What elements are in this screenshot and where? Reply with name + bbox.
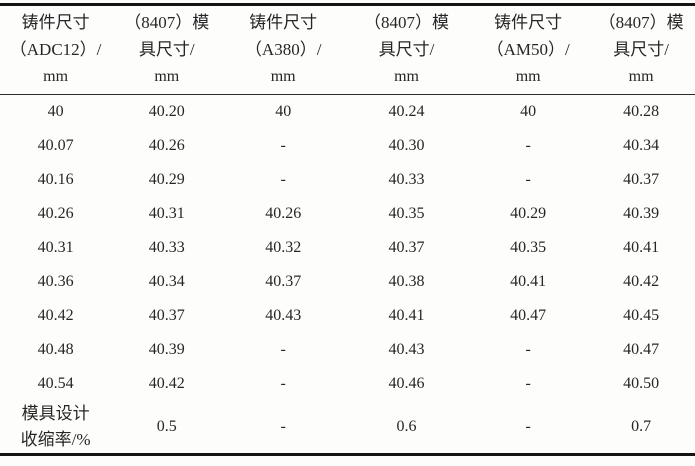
table-cell: 40.37 [388, 238, 425, 256]
table-cell: - [525, 136, 531, 154]
table-cell: 40.41 [510, 272, 547, 290]
header-line: （8407）模 [598, 13, 684, 32]
column-header-mold-8407-2: （8407）模 具尺寸/ mm [344, 4, 470, 95]
column-header-casting-adc12: 铸件尺寸 （ADC12）/ mm [0, 4, 112, 95]
table-cell: 40.42 [148, 374, 185, 392]
table-cell: 40.50 [623, 374, 660, 392]
table-row: 40.07 40.26 - 40.30 - 40.34 [0, 129, 695, 163]
table-cell: 40.47 [510, 306, 547, 324]
table-cell: 40 [275, 102, 292, 120]
table-cell: 40.43 [388, 340, 425, 358]
table-row: 40.48 40.39 - 40.43 - 40.47 [0, 333, 695, 367]
header-line: （A380）/ [244, 40, 322, 59]
table-cell: 40.41 [388, 306, 425, 324]
header-line: （8407）模 [364, 13, 450, 32]
table-cell: 40 [520, 102, 537, 120]
table-cell: - [280, 136, 286, 154]
header-line: 铸件尺寸 [494, 13, 563, 32]
table-row: 40.16 40.29 - 40.33 - 40.37 [0, 163, 695, 197]
table-row: 40.31 40.33 40.32 40.37 40.35 40.41 [0, 231, 695, 265]
table-cell: 40.07 [37, 136, 74, 154]
table-cell: 40.34 [148, 272, 185, 290]
table-footer-row: 模具设计 收缩率/% 0.5 - 0.6 - 0.7 [0, 401, 695, 455]
table-cell: 40.39 [148, 340, 185, 358]
table-cell: 40.34 [623, 136, 660, 154]
table-row: 40.42 40.37 40.43 40.41 40.47 40.45 [0, 299, 695, 333]
table-cell: 40.24 [388, 102, 425, 120]
header-unit: mm [270, 68, 296, 85]
header-unit: mm [43, 68, 69, 85]
column-header-casting-am50: 铸件尺寸 （AM50）/ mm [469, 4, 588, 95]
header-unit: mm [515, 68, 541, 85]
footer-value: 0.7 [631, 417, 652, 435]
table-cell: - [280, 340, 286, 358]
header-unit: mm [628, 68, 654, 85]
header-line: 铸件尺寸 [249, 13, 318, 32]
table-cell: 40.48 [37, 340, 74, 358]
column-header-mold-8407-3: （8407）模 具尺寸/ mm [587, 4, 695, 95]
table-row: 40 40.20 40 40.24 40 40.28 [0, 95, 695, 129]
table-cell: 40.35 [388, 204, 425, 222]
table-cell: - [280, 374, 286, 392]
header-line: 铸件尺寸 [21, 13, 90, 32]
header-line: （AM50）/ [486, 40, 570, 59]
table-row: 40.36 40.34 40.37 40.38 40.41 40.42 [0, 265, 695, 299]
table-cell: 40.45 [623, 306, 660, 324]
header-line: （8407）模 [124, 13, 210, 32]
table-cell: 40.31 [37, 238, 74, 256]
table-cell: 40.37 [623, 170, 660, 188]
table-cell: 40.43 [265, 306, 302, 324]
footer-label-line: 模具设计 [21, 403, 90, 423]
table-cell: 40.20 [148, 102, 185, 120]
header-line: 具尺寸/ [378, 40, 435, 59]
header-unit: mm [394, 68, 419, 85]
table-cell: 40.26 [37, 204, 74, 222]
table-cell: 40.47 [623, 340, 660, 358]
table-cell: 40.37 [148, 306, 185, 324]
table-cell: 40.42 [623, 272, 660, 290]
column-header-casting-a380: 铸件尺寸 （A380）/ mm [222, 4, 344, 95]
table-cell: 40.33 [388, 170, 425, 188]
table-cell: - [525, 340, 531, 358]
table-cell: 40.35 [510, 238, 547, 256]
table-cell: 40.37 [265, 272, 302, 290]
table-cell: 40.36 [37, 272, 74, 290]
table-cell: - [280, 170, 286, 188]
table-cell: 40.46 [388, 374, 425, 392]
table-cell: 40.54 [37, 374, 74, 392]
table-cell: - [525, 170, 531, 188]
table-cell: 40.39 [623, 204, 660, 222]
table-cell: 40.29 [510, 204, 547, 222]
table-cell: 40.26 [148, 136, 185, 154]
table-cell: 40 [47, 102, 64, 120]
table-row: 40.54 40.42 - 40.46 - 40.50 [0, 367, 695, 401]
table-cell: 40.30 [388, 136, 425, 154]
table-header-row: 铸件尺寸 （ADC12）/ mm （8407）模 具尺寸/ mm 铸件尺寸 （A… [0, 4, 695, 95]
table-cell: 40.33 [148, 238, 185, 256]
header-line: （ADC12）/ [9, 40, 102, 59]
table-cell: 40.42 [37, 306, 74, 324]
table-row: 40.26 40.31 40.26 40.35 40.29 40.39 [0, 197, 695, 231]
header-line: 具尺寸/ [613, 40, 669, 59]
table-cell: 40.16 [37, 170, 74, 188]
column-header-mold-8407-1: （8407）模 具尺寸/ mm [111, 4, 223, 95]
table-cell: 40.28 [623, 102, 660, 120]
footer-label: 模具设计 收缩率/% [0, 401, 111, 455]
table-cell: 40.38 [388, 272, 425, 290]
footer-value: - [280, 417, 286, 435]
header-unit: mm [154, 68, 180, 85]
table-cell: 40.31 [148, 204, 185, 222]
footer-value: - [525, 417, 531, 435]
table-cell: 40.32 [265, 238, 302, 256]
footer-label-line: 收缩率/% [20, 429, 91, 449]
table-cell: 40.29 [148, 170, 185, 188]
footer-value: 0.6 [396, 417, 417, 435]
footer-value: 0.5 [156, 417, 177, 435]
table-cell: 40.26 [265, 204, 302, 222]
casting-mold-dimension-table: 铸件尺寸 （ADC12）/ mm （8407）模 具尺寸/ mm 铸件尺寸 （A… [0, 3, 695, 456]
table-cell: - [525, 374, 531, 392]
table-cell: 40.41 [623, 238, 660, 256]
header-line: 具尺寸/ [138, 40, 195, 59]
